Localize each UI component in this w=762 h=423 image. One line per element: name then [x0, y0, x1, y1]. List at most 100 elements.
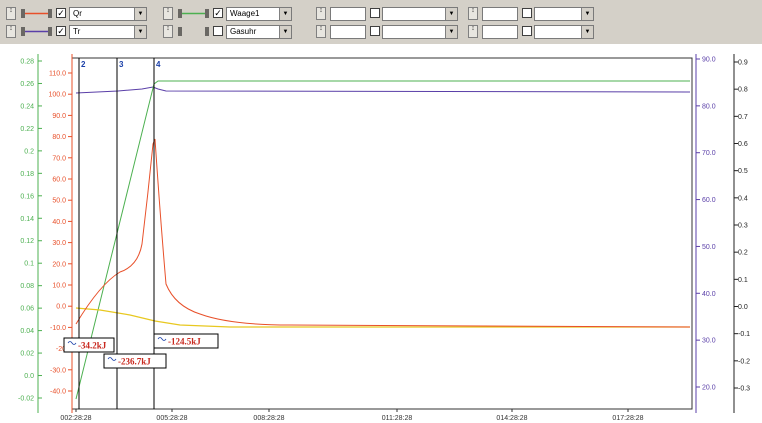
red-axis-tick-label: 0.0: [56, 304, 66, 311]
integral-icon: [67, 341, 77, 345]
green-axis-tick-label: 0.28: [20, 59, 34, 66]
spin-arrows-icon[interactable]: ↕: [163, 7, 173, 20]
black-axis-tick-label: 0.0: [738, 304, 748, 311]
annotation-box: -124.5kJ: [153, 333, 219, 349]
axis-purple-right: 90.0 80.0 70.0 60.0 50.0 40.0 30.0 20.0: [695, 54, 716, 413]
red-axis-tick-label: 60.0: [52, 177, 66, 184]
green-axis-tick-label: 0.24: [20, 103, 34, 110]
channel-select-empty[interactable]: ▼: [382, 25, 458, 39]
trend-chart[interactable]: 0.280.260.240.220.20.180.160.140.120.10.…: [0, 44, 762, 423]
channel-select-empty[interactable]: ▼: [534, 25, 594, 39]
plot-area[interactable]: [71, 57, 693, 410]
x-axis-tick-label: 014:28:28: [496, 415, 527, 422]
annotation-box: -34.2kJ: [63, 337, 115, 353]
channel-visible-checkbox[interactable]: [370, 8, 380, 18]
line-style-empty[interactable]: [330, 25, 366, 39]
channel-visible-checkbox[interactable]: ✓: [56, 26, 66, 36]
spin-arrows-icon[interactable]: ↕: [6, 7, 16, 20]
chevron-down-icon[interactable]: ▼: [445, 26, 457, 38]
black-axis-tick-label: 0.5: [738, 168, 748, 175]
x-axis-tick-label: 017:28:28: [612, 415, 643, 422]
channel-select-empty[interactable]: ▼: [382, 7, 458, 21]
channel-visible-checkbox[interactable]: [213, 26, 223, 36]
red-axis-tick-label: 30.0: [52, 240, 66, 247]
channel-select-qr[interactable]: Qr ▼: [69, 7, 147, 21]
chevron-down-icon[interactable]: ▼: [279, 8, 291, 20]
cursor-label-bg: [80, 59, 87, 68]
green-axis-tick-label: 0.08: [20, 283, 34, 290]
black-axis-tick-label: 0.7: [738, 114, 748, 121]
green-axis-tick-label: 0.26: [20, 81, 34, 88]
chevron-down-icon[interactable]: ▼: [445, 8, 457, 20]
spin-arrows-icon[interactable]: ↕: [163, 25, 173, 38]
purple-axis-tick-label: 50.0: [702, 244, 716, 251]
annotation-frame: [103, 353, 167, 369]
green-axis-tick-label: 0.22: [20, 126, 34, 133]
green-axis-tick-label: 0.16: [20, 193, 34, 200]
channel-visible-checkbox[interactable]: [522, 26, 532, 36]
red-axis-tick-label: 90.0: [52, 113, 66, 120]
spin-arrows-icon[interactable]: ↕: [316, 25, 326, 38]
chevron-down-icon[interactable]: ▼: [134, 8, 146, 20]
red-axis-tick-label: 40.0: [52, 219, 66, 226]
green-axis-tick-label: 0.06: [20, 306, 34, 313]
line-style-icon[interactable]: [20, 8, 54, 19]
red-axis-tick-label: 50.0: [52, 198, 66, 205]
purple-axis-tick-label: 90.0: [702, 57, 716, 64]
axis-x-time: 002:28:28 005:28:28 008:28:28 011:28:28 014:…: [60, 409, 644, 422]
annotation-group: -34.2kJ -236.7kJ -124.5kJ: [63, 333, 219, 369]
line-style-icon[interactable]: [177, 26, 211, 37]
cursor-group[interactable]: 2 3 4: [78, 58, 162, 409]
axis-green-left: 0.28 0.26 0.24 0.22 0.2 0.18 0.16 0.14 0.12 0.1 0.…: [18, 54, 42, 413]
purple-axis-tick-label: 30.0: [702, 338, 716, 345]
chevron-down-icon[interactable]: ▼: [581, 26, 593, 38]
black-axis-tick-label: -0.2: [738, 358, 750, 365]
line-style-empty[interactable]: [482, 7, 518, 21]
x-axis-tick-label: 005:28:28: [156, 415, 187, 422]
channel-toolbar: ↕ ✓ Qr ▼ ↕ ✓: [0, 0, 762, 45]
spin-arrows-icon[interactable]: ↕: [468, 7, 478, 20]
green-axis-tick-label: 0.02: [20, 351, 34, 358]
spin-arrows-icon[interactable]: ↕: [468, 25, 478, 38]
black-axis-tick-label: 0.1: [738, 277, 748, 284]
line-style-icon[interactable]: [20, 26, 54, 37]
black-axis-tick-label: 0.4: [738, 195, 748, 202]
red-axis-tick-label: -20: [56, 346, 66, 353]
annotation-box: -236.7kJ: [103, 353, 167, 369]
purple-axis-tick-label: 20.0: [702, 385, 716, 392]
red-axis-tick-label: 10.0: [52, 283, 66, 290]
red-axis-tick-label: -10.0: [50, 325, 66, 332]
channel-visible-checkbox[interactable]: [522, 8, 532, 18]
spin-arrows-icon[interactable]: ↕: [316, 7, 326, 20]
channel-select-empty[interactable]: ▼: [534, 7, 594, 21]
purple-axis-tick-label: 70.0: [702, 150, 716, 157]
red-axis-tick-label: 20.0: [52, 261, 66, 268]
channel-select-gasuhr[interactable]: Gasuhr ▼: [226, 25, 292, 39]
chevron-down-icon[interactable]: ▼: [279, 26, 291, 38]
channel-visible-checkbox[interactable]: [370, 26, 380, 36]
green-axis-tick-label: 0.04: [20, 328, 34, 335]
channel-select-value: Qr: [73, 9, 82, 18]
black-axis-tick-label: -0.1: [738, 331, 750, 338]
spin-arrows-icon[interactable]: ↕: [6, 25, 16, 38]
channel-select-tr[interactable]: Tr ▼: [69, 25, 147, 39]
line-style-empty[interactable]: [330, 7, 366, 21]
channel-visible-checkbox[interactable]: ✓: [213, 8, 223, 18]
chevron-down-icon[interactable]: ▼: [134, 26, 146, 38]
integral-icon: [157, 337, 167, 341]
annotation-text: -124.5kJ: [168, 337, 201, 347]
channel-select-value: Gasuhr: [230, 27, 257, 36]
line-style-icon[interactable]: [177, 8, 211, 19]
purple-axis-tick-label: 40.0: [702, 291, 716, 298]
chevron-down-icon[interactable]: ▼: [581, 8, 593, 20]
cursor-label: 2: [81, 60, 86, 69]
line-style-empty[interactable]: [482, 25, 518, 39]
channel-visible-checkbox[interactable]: ✓: [56, 8, 66, 18]
black-axis-tick-label: 0.6: [738, 141, 748, 148]
black-axis-tick-label: 0.3: [738, 223, 748, 230]
channel-select-waage1[interactable]: Waage1 ▼: [226, 7, 292, 21]
annotation-frame: [63, 337, 115, 353]
axis-black-right: 0.9 0.8 0.7 0.6 0.5 0.4 0.3 0.2 0.1 0.0 -0.1 -0.2 -0…: [733, 54, 750, 413]
x-axis-tick-label: 008:28:28: [253, 415, 284, 422]
black-axis-tick-label: 0.8: [738, 87, 748, 94]
